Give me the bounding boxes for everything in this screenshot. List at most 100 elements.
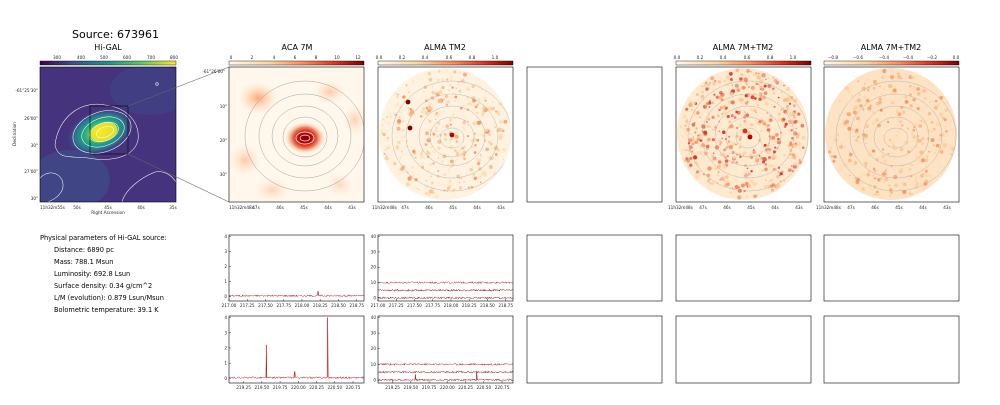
y-tick-label: 20 (371, 346, 377, 351)
speckle-dot (494, 110, 498, 113)
speckle-dot (775, 133, 779, 137)
speckle-dot (910, 132, 914, 136)
speckle-dot (847, 116, 852, 121)
speckle-dot (827, 150, 832, 154)
speckle-dot (867, 170, 871, 174)
speckle-dot (754, 97, 757, 100)
speckle-dot (731, 141, 736, 147)
speckle-dot (853, 110, 857, 115)
speckle-dot (711, 115, 715, 119)
speckle-dot (934, 99, 938, 103)
speckle-dot (684, 124, 687, 127)
speckle-dot (908, 164, 912, 169)
speckle-dot (889, 152, 892, 155)
speckle-dot (856, 116, 860, 121)
speckle-dot (772, 77, 774, 79)
speckle-dot (743, 108, 745, 111)
speckle-dot (789, 153, 792, 156)
spectrum-line (377, 280, 514, 285)
speckle-dot (437, 136, 439, 138)
speckle-dot (714, 145, 720, 150)
speckle-dot (885, 143, 889, 147)
speckle-dot (758, 97, 762, 101)
param-distance: Distance: 6890 pc (54, 246, 114, 254)
speckle-dot (484, 91, 487, 94)
speckle-dot (789, 112, 794, 117)
speckle-dot (912, 128, 916, 132)
speckle-dot (895, 135, 898, 137)
higal-y-tick: 30" (31, 196, 38, 201)
speckle-dot (777, 171, 780, 174)
speckle-dot (467, 120, 469, 123)
speckle-dot (428, 105, 431, 108)
speckle-dot (482, 183, 485, 185)
speckle-dot (885, 69, 890, 74)
speckle-dot (473, 151, 477, 154)
speckle-dot (871, 149, 876, 153)
speckle-dot (479, 173, 483, 177)
speckle-dot (415, 187, 418, 190)
alma7mtm2-neg-x-tick: 47s (847, 205, 855, 210)
speckle-dot (880, 179, 882, 182)
speckle-dot (440, 111, 445, 115)
speckle-dot (427, 169, 430, 172)
speckle-dot (838, 114, 840, 116)
speckle-dot (416, 77, 419, 80)
speckle-dot (764, 163, 768, 166)
speckle-dot (697, 134, 700, 137)
aca7m-x-tick: 47s (252, 205, 260, 210)
speckle-dot (912, 121, 915, 124)
speckle-dot (711, 128, 713, 131)
params-heading: Physical parameters of Hi-GAL source: (40, 234, 167, 242)
speckle-dot (459, 71, 461, 73)
speckle-dot (767, 77, 770, 79)
alma7mtm2-neg-title: ALMA 7M+TM2 (861, 43, 921, 52)
speckle-dot (470, 169, 473, 172)
speckle-dot (444, 137, 448, 142)
speckle-dot (763, 143, 767, 147)
speckle-dot (941, 159, 945, 163)
speckle-dot (393, 161, 397, 166)
speckle-dot (719, 178, 722, 181)
x-tick-label: 220.25 (458, 385, 473, 390)
speckle-dot (788, 120, 792, 124)
speckle-dot (711, 138, 715, 142)
speckle-dot (716, 174, 718, 176)
speckle-dot (867, 89, 870, 92)
speckle-dot (419, 155, 424, 160)
speckle-dot (793, 110, 796, 113)
speckle-dot (739, 135, 742, 138)
speckle-dot (792, 153, 795, 156)
speckle-dot (771, 153, 775, 157)
speckle-dot (909, 103, 914, 108)
speckle-dot (920, 76, 925, 81)
speckle-dot (423, 90, 425, 93)
speckle-dot (855, 165, 857, 167)
speckle-dot (854, 159, 859, 165)
speckle-dot (428, 189, 433, 194)
speckle-dot (881, 154, 885, 159)
aca7m-y-tick: 30" (220, 172, 227, 177)
speckle-dot (460, 177, 463, 180)
x-tick-label: 219.25 (385, 385, 400, 390)
y-tick-label: 20 (371, 265, 377, 270)
speckle-dot (461, 126, 465, 129)
speckle-dot (832, 159, 836, 163)
speckle-dot (801, 135, 806, 140)
speckle-dot (454, 72, 456, 75)
speckle-dot (721, 130, 726, 135)
speckle-dot (477, 158, 482, 162)
speckle-dot (767, 163, 772, 168)
speckle-dot (729, 71, 731, 74)
speckle-dot (694, 113, 697, 116)
speckle-dot (878, 100, 883, 105)
speckle-dot (411, 173, 415, 177)
speckle-dot (722, 104, 726, 109)
speckle-dot (739, 123, 742, 126)
speckle-dot (419, 121, 421, 124)
speckle-dot (849, 174, 851, 177)
speckle-dot (928, 174, 932, 177)
speckle-dot (772, 92, 775, 95)
speckle-dot (771, 89, 774, 92)
